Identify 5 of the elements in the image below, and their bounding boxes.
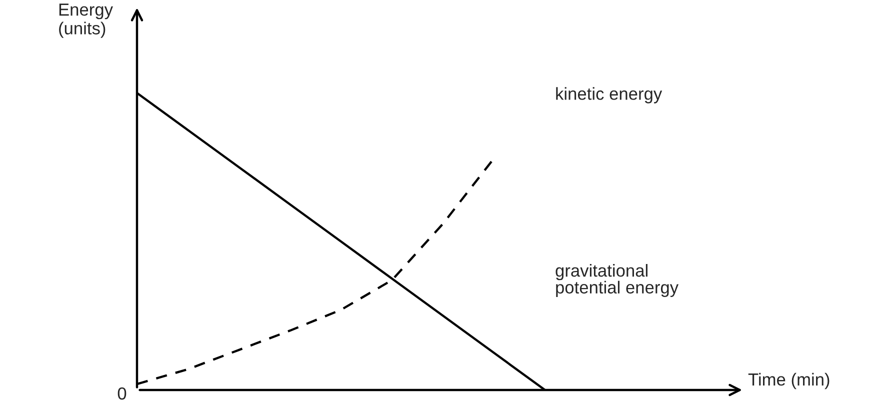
text: Time (min) <box>748 372 830 390</box>
text: kinetic energy <box>556 87 662 104</box>
y-axis-title: Energy (units) <box>59 4 113 38</box>
annotation: 0 <box>118 387 126 400</box>
text: gravitational potential energy <box>556 264 679 297</box>
